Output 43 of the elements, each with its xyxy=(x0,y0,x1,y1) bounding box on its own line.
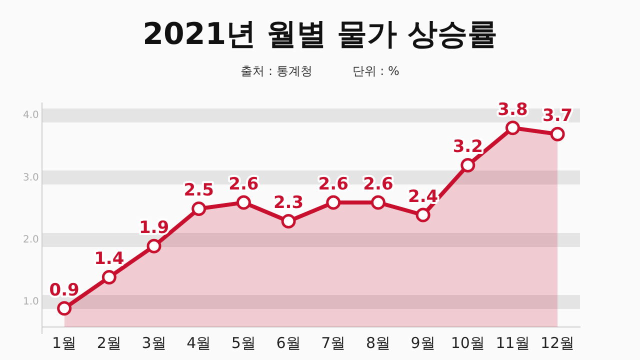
y-tick-label: 1.0 xyxy=(22,296,39,308)
x-tick-label: 3월 xyxy=(142,334,166,352)
data-label: 2.4 xyxy=(408,186,438,207)
data-label: 3.7 xyxy=(542,106,573,126)
data-label: 2.6 xyxy=(363,174,394,194)
x-tick-label: 7월 xyxy=(321,334,346,352)
x-tick-label: 11월 xyxy=(496,334,530,352)
x-tick-label: 5월 xyxy=(231,334,256,352)
x-tick-label: 8월 xyxy=(366,334,390,352)
y-tick-label: 2.0 xyxy=(22,234,39,246)
data-label: 1.4 xyxy=(94,249,124,270)
point xyxy=(416,208,430,222)
point xyxy=(57,301,72,316)
data-label: 2.5 xyxy=(184,180,214,201)
data-label: 1.9 xyxy=(138,218,170,238)
y-tick-label: 4.0 xyxy=(22,110,39,122)
data-label: 3.2 xyxy=(452,137,483,158)
point xyxy=(550,126,565,142)
x-tick-label: 9월 xyxy=(410,334,436,352)
point xyxy=(460,158,476,172)
y-tick-label: 3.0 xyxy=(22,172,39,184)
point xyxy=(102,270,116,284)
x-tick-label: 6월 xyxy=(276,334,301,352)
x-tick-label: 2월 xyxy=(96,334,122,352)
source-note: 출처 : 통계청 xyxy=(240,64,312,78)
chart-subtitle: 단위 : % xyxy=(352,64,400,78)
data-label: 0.9 xyxy=(49,280,80,300)
data-label: 3.8 xyxy=(498,100,528,120)
data-label: 2.3 xyxy=(273,193,304,214)
point xyxy=(505,120,520,136)
data-label: 2.6 xyxy=(228,174,259,194)
x-tick-label: 4월 xyxy=(186,334,212,352)
point xyxy=(192,202,206,216)
x-tick-label: 10월 xyxy=(450,334,485,352)
point xyxy=(370,195,386,210)
chart-title: 2021년 월별 물가 상승률 xyxy=(142,16,498,54)
point xyxy=(326,195,341,210)
x-tick-label: 12월 xyxy=(540,334,575,352)
point xyxy=(236,195,251,210)
point xyxy=(281,214,296,228)
data-label: 2.6 xyxy=(318,174,348,194)
x-tick-label: 1월 xyxy=(52,334,77,352)
point xyxy=(146,238,162,254)
